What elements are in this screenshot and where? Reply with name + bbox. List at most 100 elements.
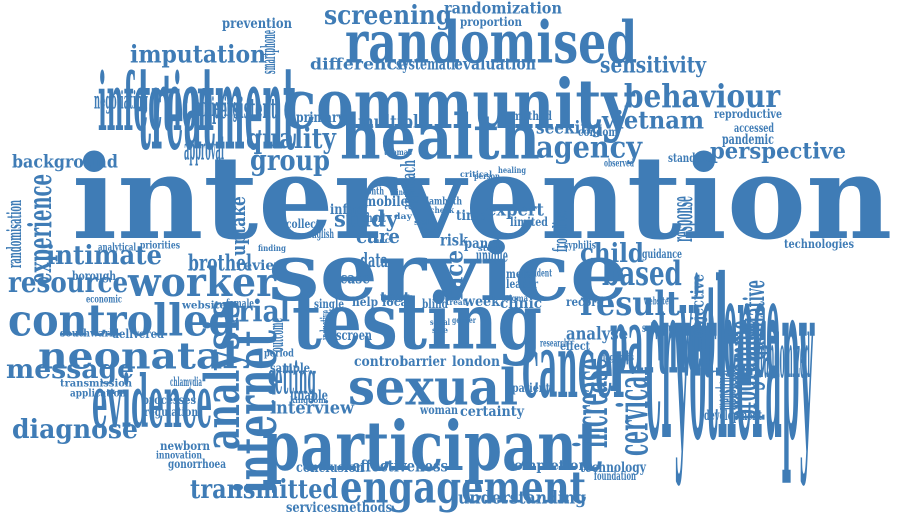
word-perspective: perspective	[710, 138, 846, 164]
word-application: application	[70, 387, 126, 399]
word-analyse: analyse	[566, 322, 629, 344]
word-websites: websites	[644, 295, 673, 307]
word-store: store	[478, 243, 502, 253]
word-randomised: randomised	[345, 7, 638, 77]
word-interview: interview	[270, 396, 354, 418]
word-syphilis: syphilis	[564, 239, 597, 251]
word-controlled: controlled	[8, 294, 237, 346]
word-single: single	[314, 296, 344, 312]
word-negotiating: negotiating	[94, 85, 148, 115]
word-health: health	[340, 100, 541, 174]
word-understanding: understanding	[458, 486, 587, 508]
word-completion: completion	[506, 456, 588, 474]
word-analytical: analytical	[98, 241, 137, 253]
word-data: data	[360, 248, 388, 272]
word-testing: testing	[292, 274, 542, 368]
word-primary: primary	[296, 108, 344, 126]
word-case: case	[340, 268, 370, 288]
word-intervention: intervention	[72, 129, 893, 266]
word-evidence: evidence	[92, 359, 213, 445]
word-innovation: innovation	[156, 449, 202, 461]
word-borough: borough	[72, 268, 117, 284]
word-group: group	[250, 143, 330, 177]
word-time: time	[456, 206, 486, 224]
word-stigma: stigma	[502, 293, 529, 303]
word-proportion: proportion	[460, 14, 523, 30]
word-unique: unique	[476, 244, 508, 266]
word-study: study	[334, 206, 399, 232]
word-transmitted: transmitted	[190, 473, 339, 505]
word-worker: worker	[128, 258, 277, 306]
word-check: check	[430, 205, 455, 215]
word-southwark: southwark	[60, 327, 117, 339]
word-person: person	[474, 171, 500, 181]
word-certainty: certainty	[460, 402, 525, 420]
word-finding: finding	[258, 243, 286, 253]
word-diagnosis: diagnosis	[598, 351, 634, 363]
word-delivered: delivered	[112, 326, 165, 342]
word-seeking: seeking	[536, 116, 603, 138]
word-blind: blind	[422, 296, 448, 312]
word-healing: healing	[498, 165, 526, 175]
word-social: social	[430, 317, 450, 327]
word-critical: critical	[460, 169, 493, 179]
word-clinic: clinic	[500, 294, 543, 312]
word-panel: panel	[464, 234, 501, 252]
word-chlamydia: chlamydia	[170, 374, 202, 390]
word-pandemic: pandemic	[722, 130, 774, 148]
word-inductive: inductive	[316, 309, 336, 340]
word-period: period	[264, 347, 294, 359]
word-randomized: randomized	[760, 320, 810, 392]
word-background: background	[12, 150, 118, 172]
word-method: method	[512, 108, 552, 124]
word-evaluation: evaluation	[454, 54, 536, 74]
word-priorities: priorities	[140, 239, 181, 251]
word-leader: leader	[506, 276, 538, 292]
word-treatment: treatment	[138, 39, 296, 177]
word-experience: experience	[21, 173, 59, 284]
word-intimate: intimate	[46, 239, 163, 271]
word-agency: agency	[536, 129, 643, 165]
word-partner: partner	[610, 287, 716, 395]
word-sexual: sexual	[348, 357, 519, 417]
word-imputation: imputation	[130, 39, 266, 69]
word-month: month	[360, 185, 385, 197]
word-effect: effect	[560, 338, 591, 354]
word-result: result	[580, 282, 680, 324]
word-child: child	[580, 237, 644, 269]
word-cryotherapy: cryotherapy	[646, 230, 815, 490]
word-patient: patient	[512, 380, 551, 396]
word-trial: trial	[226, 293, 290, 329]
word-conclusion: conclusion	[296, 458, 364, 476]
word-woman: woman	[420, 402, 459, 418]
word-technology: technology	[580, 458, 646, 476]
word-care: care	[356, 224, 400, 248]
word-achieving: achieving	[196, 91, 238, 123]
word-face: face	[439, 249, 469, 300]
word-message: message	[6, 353, 135, 385]
word-resource: resource	[8, 265, 129, 299]
word-behaviour: behaviour	[624, 77, 781, 115]
word-treat: treat	[446, 297, 466, 307]
word-local: local	[382, 294, 413, 310]
word-quality: quality	[246, 121, 336, 155]
word-transmission: transmission	[60, 377, 133, 389]
word-brothel: brothel	[188, 250, 252, 276]
word-diagnose: diagnose	[12, 413, 138, 445]
word-participant: participant	[262, 405, 603, 487]
word-record: record	[566, 294, 604, 310]
word-guidance: guidance	[642, 246, 682, 262]
word-condom: condom	[578, 124, 618, 140]
word-effectiveness: effectiveness	[352, 456, 449, 476]
word-barrier: barrier	[400, 352, 447, 370]
word-mobile: mobile	[364, 192, 409, 210]
word-screening: screening	[324, 0, 453, 31]
word-sample: sample	[270, 360, 311, 376]
word-technologies: technologies	[784, 236, 855, 252]
word-subgroup: subgroup	[642, 320, 678, 336]
word-cancer: cancer	[522, 314, 628, 418]
word-hinder: hinder	[392, 187, 414, 197]
word-servicesmethods: servicesmethods	[286, 498, 392, 516]
word-setting: setting	[268, 352, 316, 404]
